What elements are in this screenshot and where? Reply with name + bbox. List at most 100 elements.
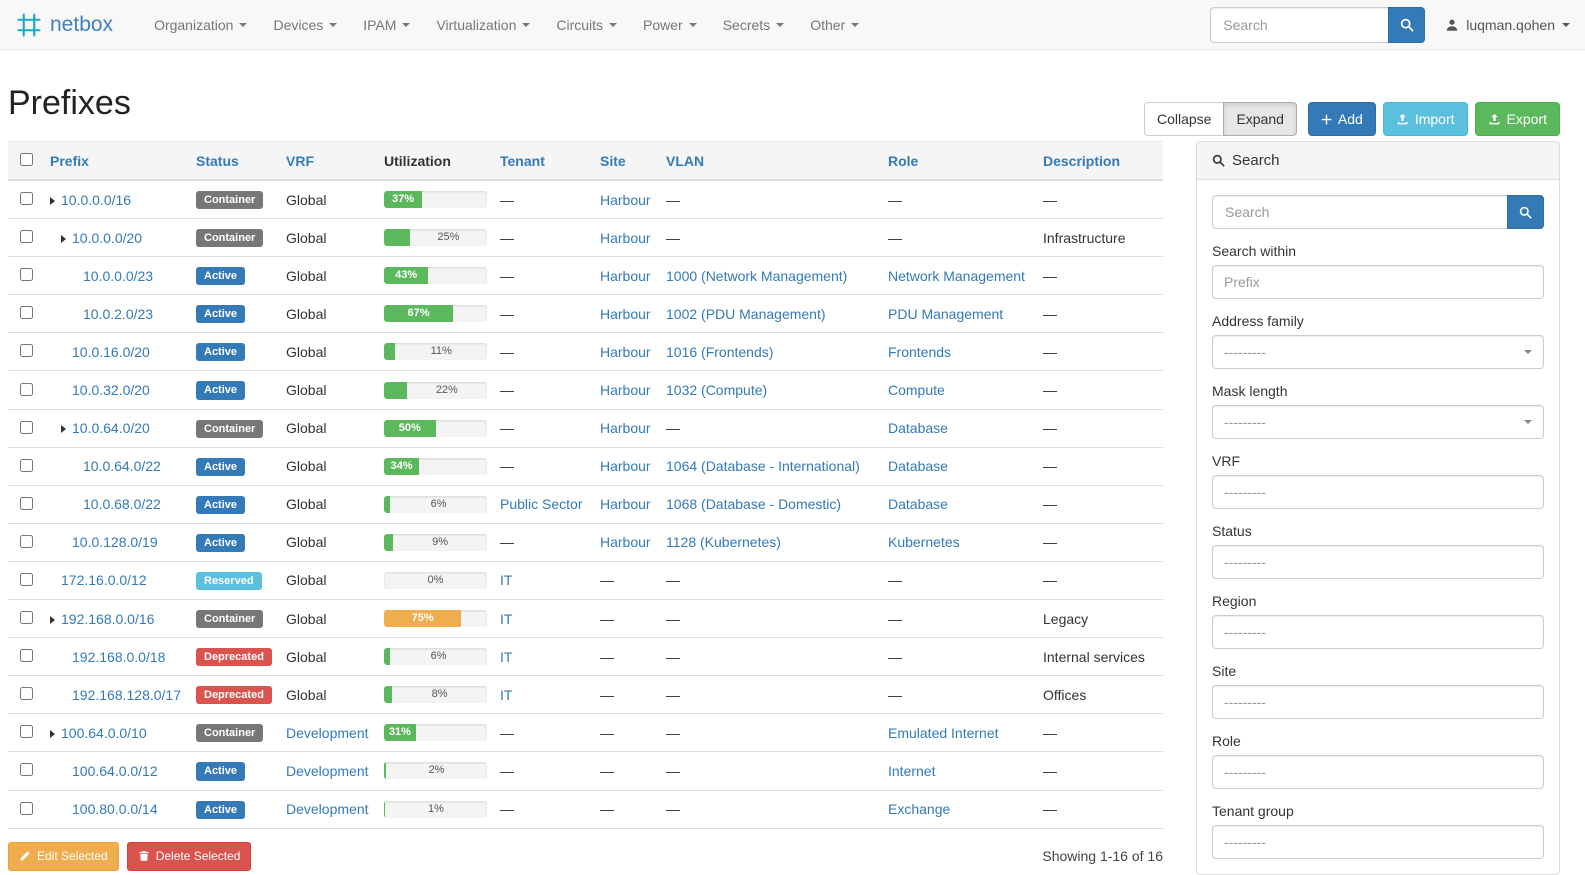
netbox-brand[interactable]: netbox bbox=[15, 11, 113, 39]
vrf-link[interactable]: Development bbox=[286, 762, 369, 779]
vrf-link[interactable]: Development bbox=[286, 801, 369, 818]
vlan-link[interactable]: 1002 (PDU Management) bbox=[666, 305, 826, 322]
nav-menu-circuits[interactable]: Circuits bbox=[543, 0, 630, 50]
row-checkbox[interactable] bbox=[20, 306, 33, 320]
row-checkbox[interactable] bbox=[20, 763, 33, 777]
prefix-link[interactable]: 10.0.0.0/23 bbox=[83, 267, 154, 284]
prefix-link[interactable]: 172.16.0.0/12 bbox=[61, 572, 147, 589]
expand-button[interactable]: Expand bbox=[1223, 102, 1297, 137]
filter-select-address-family[interactable]: --------- bbox=[1212, 335, 1544, 369]
filter-select-tenant-group[interactable]: --------- bbox=[1212, 825, 1544, 859]
filter-input-search-within[interactable] bbox=[1212, 265, 1544, 299]
row-checkbox[interactable] bbox=[20, 496, 33, 510]
role-link[interactable]: Database bbox=[888, 496, 948, 513]
prefix-link[interactable]: 100.80.0.0/14 bbox=[72, 801, 158, 818]
prefix-link[interactable]: 10.0.32.0/20 bbox=[72, 382, 150, 399]
vlan-link[interactable]: 1016 (Frontends) bbox=[666, 343, 774, 360]
vrf-link[interactable]: Development bbox=[286, 724, 369, 741]
vlan-link[interactable]: 1068 (Database - Domestic) bbox=[666, 496, 842, 513]
row-checkbox[interactable] bbox=[20, 611, 33, 625]
select-all-checkbox[interactable] bbox=[20, 153, 33, 166]
add-button[interactable]: Add bbox=[1307, 102, 1376, 137]
filter-select-vrf[interactable]: --------- bbox=[1212, 475, 1544, 509]
tenant-link[interactable]: IT bbox=[500, 610, 513, 627]
role-link[interactable]: Exchange bbox=[888, 801, 951, 818]
row-checkbox[interactable] bbox=[20, 687, 33, 701]
prefix-link[interactable]: 100.64.0.0/10 bbox=[61, 724, 147, 741]
column-header-role[interactable]: Role bbox=[880, 141, 1035, 181]
site-link[interactable]: Harbour bbox=[600, 534, 651, 551]
site-link[interactable]: Harbour bbox=[600, 343, 651, 360]
row-checkbox[interactable] bbox=[20, 801, 33, 815]
filter-search-button[interactable] bbox=[1507, 195, 1544, 229]
prefix-link[interactable]: 10.0.16.0/20 bbox=[72, 343, 150, 360]
row-checkbox[interactable] bbox=[20, 268, 33, 282]
row-checkbox[interactable] bbox=[20, 649, 33, 663]
vlan-link[interactable]: 1064 (Database - International) bbox=[666, 458, 860, 475]
role-link[interactable]: Compute bbox=[888, 382, 945, 399]
prefix-link[interactable]: 10.0.64.0/20 bbox=[72, 420, 150, 437]
column-header-vlan[interactable]: VLAN bbox=[658, 141, 880, 181]
nav-menu-other[interactable]: Other bbox=[797, 0, 872, 50]
column-header-description[interactable]: Description bbox=[1035, 141, 1163, 181]
row-checkbox[interactable] bbox=[20, 230, 33, 244]
nav-menu-organization[interactable]: Organization bbox=[141, 0, 260, 50]
filter-search-input[interactable] bbox=[1212, 195, 1507, 229]
filter-select-region[interactable]: --------- bbox=[1212, 615, 1544, 649]
row-checkbox[interactable] bbox=[20, 420, 33, 434]
row-checkbox[interactable] bbox=[20, 725, 33, 739]
site-link[interactable]: Harbour bbox=[600, 458, 651, 475]
column-header-vrf[interactable]: VRF bbox=[278, 141, 376, 181]
row-checkbox[interactable] bbox=[20, 382, 33, 396]
column-header-prefix[interactable]: Prefix bbox=[42, 141, 188, 181]
prefix-link[interactable]: 10.0.0.0/20 bbox=[72, 229, 143, 246]
site-link[interactable]: Harbour bbox=[600, 191, 651, 208]
column-header-tenant[interactable]: Tenant bbox=[492, 141, 592, 181]
collapse-button[interactable]: Collapse bbox=[1143, 102, 1225, 137]
prefix-link[interactable]: 10.0.68.0/22 bbox=[83, 496, 161, 513]
role-link[interactable]: PDU Management bbox=[888, 305, 1004, 322]
tenant-link[interactable]: IT bbox=[500, 648, 513, 665]
vlan-link[interactable]: 1000 (Network Management) bbox=[666, 267, 848, 284]
role-link[interactable]: Kubernetes bbox=[888, 534, 960, 551]
row-checkbox[interactable] bbox=[20, 534, 33, 548]
site-link[interactable]: Harbour bbox=[600, 496, 651, 513]
nav-menu-ipam[interactable]: IPAM bbox=[350, 0, 423, 50]
expand-caret-icon[interactable] bbox=[50, 611, 61, 627]
search-input[interactable] bbox=[1210, 6, 1389, 43]
role-link[interactable]: Emulated Internet bbox=[888, 724, 999, 741]
role-link[interactable]: Network Management bbox=[888, 267, 1025, 284]
prefix-link[interactable]: 100.64.0.0/12 bbox=[72, 762, 158, 779]
tenant-link[interactable]: IT bbox=[500, 686, 513, 703]
vlan-link[interactable]: 1032 (Compute) bbox=[666, 382, 768, 399]
nav-menu-devices[interactable]: Devices bbox=[260, 0, 350, 50]
row-checkbox[interactable] bbox=[20, 344, 33, 358]
edit-selected-button[interactable]: Edit Selected bbox=[8, 841, 119, 871]
delete-selected-button[interactable]: Delete Selected bbox=[126, 841, 252, 871]
site-link[interactable]: Harbour bbox=[600, 420, 651, 437]
expand-caret-icon[interactable] bbox=[61, 420, 72, 436]
row-checkbox[interactable] bbox=[20, 572, 33, 586]
nav-menu-power[interactable]: Power bbox=[630, 0, 710, 50]
prefix-link[interactable]: 192.168.128.0/17 bbox=[72, 686, 181, 703]
row-checkbox[interactable] bbox=[20, 458, 33, 472]
prefix-link[interactable]: 10.0.64.0/22 bbox=[83, 458, 161, 475]
search-button[interactable] bbox=[1388, 6, 1426, 43]
prefix-link[interactable]: 10.0.2.0/23 bbox=[83, 305, 154, 322]
role-link[interactable]: Database bbox=[888, 458, 948, 475]
prefix-link[interactable]: 10.0.0.0/16 bbox=[61, 191, 132, 208]
expand-caret-icon[interactable] bbox=[61, 230, 72, 246]
column-header-status[interactable]: Status bbox=[188, 141, 278, 181]
site-link[interactable]: Harbour bbox=[600, 382, 651, 399]
prefix-link[interactable]: 10.0.128.0/19 bbox=[72, 534, 158, 551]
filter-select-mask-length[interactable]: --------- bbox=[1212, 405, 1544, 439]
role-link[interactable]: Frontends bbox=[888, 343, 952, 360]
column-header-site[interactable]: Site bbox=[592, 141, 658, 181]
site-link[interactable]: Harbour bbox=[600, 305, 651, 322]
prefix-link[interactable]: 192.168.0.0/16 bbox=[61, 610, 155, 627]
nav-menu-secrets[interactable]: Secrets bbox=[710, 0, 797, 50]
row-checkbox[interactable] bbox=[20, 192, 33, 206]
export-button[interactable]: Export bbox=[1474, 102, 1560, 137]
tenant-link[interactable]: IT bbox=[500, 572, 513, 589]
site-link[interactable]: Harbour bbox=[600, 267, 651, 284]
